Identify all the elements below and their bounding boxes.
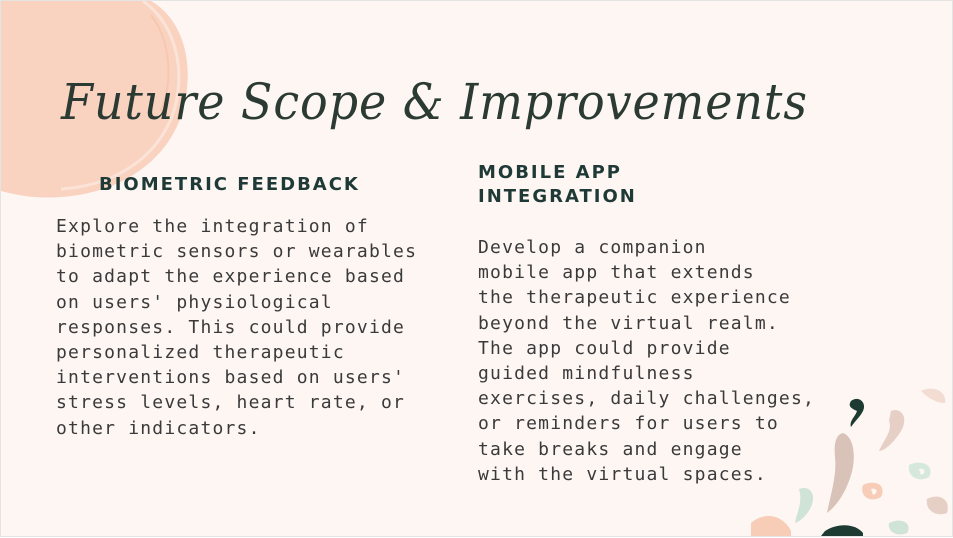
confetti-decoration xyxy=(751,388,948,536)
peach-brush-circle-decoration xyxy=(1,1,188,198)
mobile-app-integration-body: Develop a companion mobile app that exte… xyxy=(478,237,816,485)
biometric-feedback-body: Explore the integration of biometric sen… xyxy=(56,216,418,439)
slide-title: Future Scope & Improvements xyxy=(61,73,808,131)
mobile-app-integration-heading: MOBILE APP INTEGRATION xyxy=(478,162,637,207)
biometric-feedback-heading: BIOMETRIC FEEDBACK xyxy=(99,174,360,195)
